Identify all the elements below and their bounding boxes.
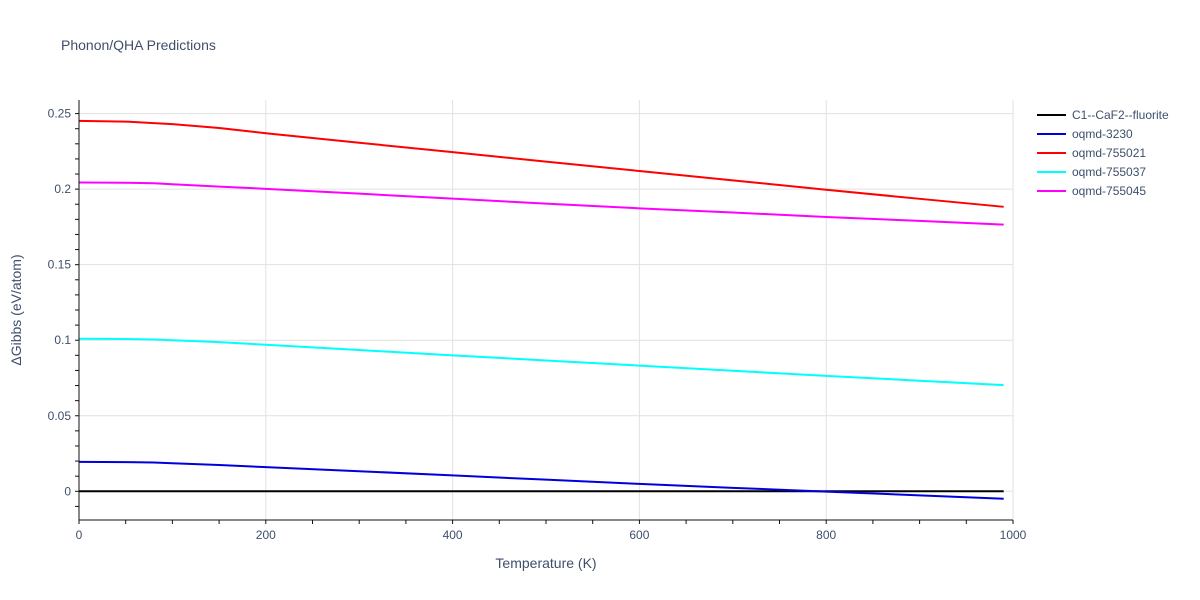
- series-line-oqmd-3230: [78, 460, 1004, 500]
- x-tick-label: 1000: [1000, 528, 1027, 542]
- legend-label: oqmd-755021: [1072, 146, 1146, 160]
- series-layer: [78, 119, 1004, 500]
- series-line-oqmd-755021: [78, 119, 1004, 208]
- legend-label: oqmd-755045: [1072, 184, 1146, 198]
- axis-layer: 0 200 400 600 800 1000 0 0.05 0.1 0.15 0.2 0.25: [48, 100, 1027, 542]
- x-tick-label: 400: [443, 528, 463, 542]
- y-axis-title: ΔGibbs (eV/atom): [8, 254, 24, 365]
- legend-label: oqmd-3230: [1072, 127, 1133, 141]
- y-tick-label: 0.1: [54, 333, 71, 347]
- series-line-oqmd-755037: [78, 337, 1004, 387]
- x-tick-label: 600: [629, 528, 649, 542]
- legend: C1--CaF2--fluorite oqmd-3230 oqmd-755021 oq…: [1037, 108, 1169, 198]
- y-tick-label: 0.25: [48, 107, 72, 121]
- legend-label: C1--CaF2--fluorite: [1072, 108, 1169, 122]
- x-axis-title: Temperature (K): [495, 555, 596, 571]
- grid-layer: [79, 100, 1014, 520]
- x-tick-label: 800: [816, 528, 836, 542]
- y-tick-label: 0.15: [48, 258, 72, 272]
- chart-title: Phonon/QHA Predictions: [61, 37, 216, 53]
- y-tick-label: 0: [64, 484, 71, 498]
- y-tick-label: 0.2: [54, 182, 71, 196]
- x-tick-label: 0: [76, 528, 83, 542]
- series-line-oqmd-755045: [78, 181, 1004, 226]
- x-tick-label: 200: [256, 528, 276, 542]
- legend-label: oqmd-755037: [1072, 165, 1146, 179]
- y-tick-label: 0.05: [48, 409, 72, 423]
